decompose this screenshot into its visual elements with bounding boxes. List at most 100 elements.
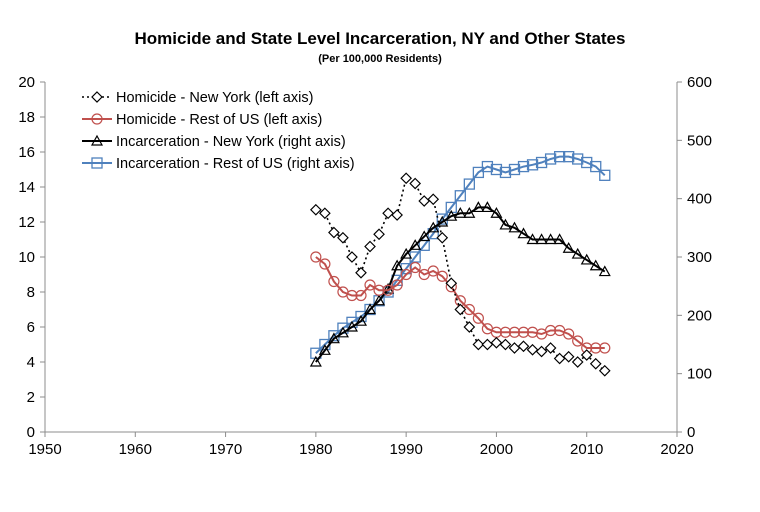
data-point [463,178,475,190]
data-point [328,275,340,288]
data-point [499,166,512,179]
data-point [526,159,539,171]
legend-label: Incarceration - New York (right axis) [116,134,346,150]
x-tick-label: 2020 [660,441,693,458]
data-point [346,289,358,302]
data-point [409,261,421,274]
data-point [336,326,349,338]
y-right-tick-label: 400 [687,191,712,208]
data-point [427,193,440,206]
data-point [337,231,349,244]
data-point [409,239,422,250]
data-point [400,247,413,259]
data-point [590,342,602,354]
data-point [472,201,485,213]
legend-item: Homicide - Rest of US (left axis) [82,112,322,128]
data-point [508,326,521,338]
y-left-tick-label: 12 [18,214,35,231]
data-point [535,156,548,169]
legend-marker [91,157,103,169]
y-left-tick-label: 14 [18,179,35,196]
y-right-tick-label: 600 [687,74,712,91]
data-point [373,284,385,296]
data-point [445,209,458,221]
data-point [499,338,512,351]
data-point [454,190,466,202]
data-point [445,277,458,290]
y-left-tick-label: 4 [27,354,35,371]
data-point [544,233,557,245]
data-point [526,326,539,338]
data-point [472,338,485,351]
y-left-tick-label: 16 [18,144,35,161]
data-point [535,345,548,358]
data-point [364,279,376,291]
data-point [364,240,376,253]
data-point [490,336,503,349]
data-point [355,289,367,302]
y-right-tick-label: 0 [687,424,695,441]
data-point [382,284,394,296]
data-point [310,251,322,263]
data-point [481,160,494,173]
y-right-tick-label: 100 [687,366,712,383]
y-left-tick-label: 0 [27,424,35,441]
data-point [319,207,331,220]
x-tick-label: 2010 [570,441,603,458]
data-point [327,332,340,344]
x-tick-label: 1950 [28,441,61,458]
data-point [418,195,431,207]
data-point [517,326,530,338]
data-point [580,253,593,265]
data-point [535,233,548,245]
data-point [563,328,575,340]
x-tick-label: 1990 [389,441,422,458]
series-line [315,155,606,354]
data-point [572,153,584,165]
y-right-tick-label: 500 [687,132,712,149]
data-point [499,326,512,338]
x-tick-label: 1980 [299,441,332,458]
y-left-tick-label: 18 [18,109,35,126]
data-point [508,221,521,233]
data-point [463,207,476,218]
data-point [571,356,584,368]
legend-item: Incarceration - New York (right axis) [82,134,346,150]
data-point [472,166,485,179]
data-point [571,247,584,259]
data-point [481,201,494,213]
x-tick-label: 2000 [480,441,513,458]
data-point [310,203,322,216]
data-point [581,156,593,169]
data-point [472,312,484,324]
y-right-tick-label: 300 [687,249,712,266]
data-point [526,233,539,245]
data-point [427,265,439,277]
data-point [354,314,368,326]
data-point [553,233,566,245]
data-point [400,172,412,185]
data-point [427,221,440,233]
data-point [373,294,386,306]
data-point [508,163,521,176]
data-point [436,215,449,227]
legend-item: Homicide - New York (left axis) [82,90,313,106]
data-point [562,242,575,253]
chart-title: Homicide and State Level Incarceration, … [135,29,626,48]
data-point [391,279,403,291]
data-point [418,230,431,242]
y-left-tick-label: 6 [27,319,35,336]
data-point [346,251,358,263]
data-point [563,151,575,163]
data-point [544,324,557,337]
data-point [382,207,394,220]
data-point [400,268,412,281]
legend-label: Homicide - New York (left axis) [116,90,313,106]
legend-marker [90,134,104,146]
data-point [490,207,503,218]
data-point [544,342,557,354]
y-left-tick-label: 10 [18,249,35,266]
data-point [589,357,602,370]
series-line [315,206,606,363]
